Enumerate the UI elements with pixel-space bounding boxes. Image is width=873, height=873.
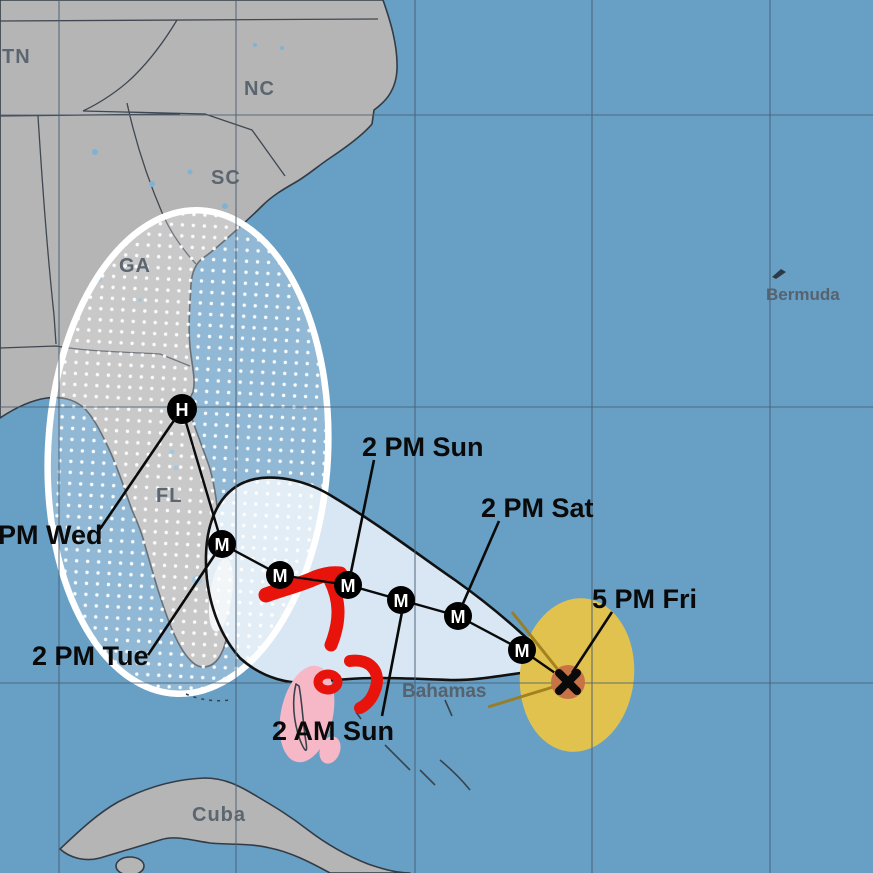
land-bermuda <box>772 269 786 279</box>
extended-cone <box>44 206 332 698</box>
label-cuba: Cuba <box>192 804 246 826</box>
svg-text:H: H <box>176 400 189 420</box>
marker-m-sat: M <box>508 636 536 664</box>
label-sc: SC <box>211 167 241 189</box>
label-2am-sun: 2 AM Sun <box>272 716 394 746</box>
hurricane-warning-areas <box>258 566 383 714</box>
land-cuba <box>59 777 411 873</box>
label-2pm-sat: 2 PM Sat <box>481 493 594 523</box>
svg-text:M: M <box>215 535 230 555</box>
label-leaders <box>96 415 614 717</box>
land-isla-juventud <box>115 856 145 873</box>
label-5pm-fri: 5 PM Fri <box>592 584 697 614</box>
marker-m-2: M <box>444 602 472 630</box>
label-tn: TN <box>2 46 31 68</box>
marker-m-sun-am: M <box>387 586 415 614</box>
svg-text:M: M <box>515 641 530 661</box>
label-fl: FL <box>156 485 182 507</box>
svg-text:M: M <box>451 607 466 627</box>
label-2pm-tue: 2 PM Tue <box>32 641 149 671</box>
svg-text:M: M <box>394 591 409 611</box>
label-pm-wed: PM Wed <box>0 520 103 550</box>
forecast-cone-outline <box>204 476 567 685</box>
svg-text:M: M <box>273 566 288 586</box>
bahamas-islands <box>185 683 471 791</box>
svg-text:M: M <box>341 576 356 596</box>
wind-field-edge-lines <box>487 611 565 709</box>
marker-m-tue: M <box>208 530 236 558</box>
current-position-x-icon <box>555 669 581 695</box>
marker-h-wed: H <box>167 394 197 424</box>
label-2pm-sun: 2 PM Sun <box>362 432 484 462</box>
label-ga: GA <box>119 255 151 277</box>
marker-m-5: M <box>266 561 294 589</box>
track-markers: M M M M M M H <box>167 394 536 664</box>
label-bahamas: Bahamas <box>402 681 487 702</box>
marker-m-sun-pm: M <box>334 571 362 599</box>
label-nc: NC <box>244 78 275 100</box>
label-bermuda: Bermuda <box>766 285 840 304</box>
